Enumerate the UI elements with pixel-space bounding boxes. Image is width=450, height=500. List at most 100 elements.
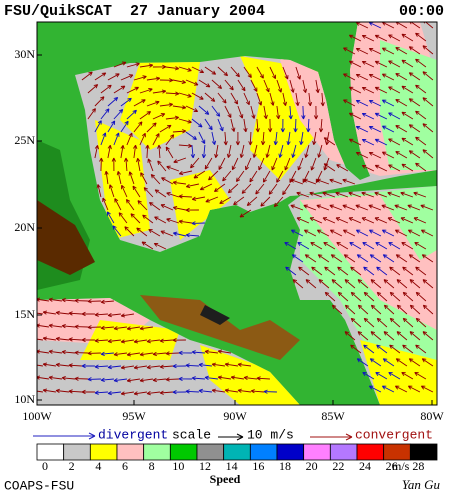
wind-arrow <box>368 229 382 237</box>
wind-arrow <box>290 178 304 185</box>
wind-arrow <box>374 86 388 94</box>
wind-arrow <box>120 365 134 370</box>
wind-arrow <box>420 385 434 393</box>
colorbar-label: 10 <box>172 459 184 473</box>
speed-field <box>200 345 300 405</box>
wind-arrow <box>224 105 232 118</box>
wind-arrow <box>107 96 119 107</box>
wind-arrow <box>369 358 382 367</box>
wind-arrow <box>74 324 88 329</box>
speed-field <box>170 170 230 240</box>
wind-arrow <box>120 339 134 344</box>
wind-arrow <box>375 371 388 380</box>
wind-arrow <box>198 388 212 394</box>
wind-arrow <box>61 297 75 303</box>
wind-arrow <box>255 118 260 133</box>
wind-arrow <box>422 279 434 289</box>
wind-arrow <box>100 84 112 94</box>
wind-arrow <box>211 105 221 117</box>
wind-arrow <box>193 170 206 179</box>
wind-arrow <box>120 144 125 159</box>
wind-arrow <box>381 125 395 133</box>
lon-label: 85W <box>321 409 345 423</box>
wind-arrow <box>381 73 395 81</box>
wind-arrow <box>415 162 427 172</box>
colorbar-swatch <box>36 443 65 461</box>
wind-arrow <box>363 317 375 328</box>
wind-arrow <box>350 344 362 354</box>
wind-arrow <box>191 350 205 355</box>
wind-arrow <box>329 204 343 211</box>
map-area <box>37 22 437 405</box>
wind-arrow <box>409 279 421 289</box>
wind-arrow <box>48 349 62 354</box>
wind-arrow <box>355 47 369 55</box>
wind-arrow <box>370 279 382 289</box>
colorbar-label: 8 <box>149 459 155 473</box>
wind-arrow <box>218 157 226 170</box>
wind-arrow <box>317 144 323 158</box>
lat-label: 15N <box>14 307 35 321</box>
colorbar-swatch <box>89 443 118 461</box>
wind-arrow <box>423 22 434 29</box>
wind-arrow <box>74 350 88 355</box>
wind-arrow <box>107 313 121 318</box>
wind-arrow <box>329 229 343 237</box>
wind-arrow <box>299 131 304 146</box>
wind-arrow <box>381 151 395 159</box>
wind-arrow <box>368 73 382 81</box>
wind-arrow <box>130 213 141 224</box>
wind-arrow <box>140 172 148 185</box>
wind-arrow <box>420 204 434 211</box>
wind-arrow <box>355 125 369 133</box>
wind-arrow <box>146 122 157 133</box>
wind-arrow <box>302 79 308 93</box>
wind-arrow <box>198 79 211 88</box>
colorbar-label: 26 <box>386 459 398 473</box>
wind-arrow <box>141 241 154 250</box>
colorbar-title: Speed <box>210 472 241 486</box>
wind-arrow <box>37 364 43 367</box>
wind-arrow <box>100 132 107 146</box>
wind-arrow <box>408 358 421 367</box>
wind-arrow <box>388 241 401 250</box>
wind-arrow <box>401 111 414 120</box>
wind-arrow <box>348 34 362 42</box>
wind-arrow <box>363 344 375 354</box>
wind-arrow <box>408 254 421 263</box>
wind-arrow <box>323 241 336 250</box>
wind-arrow <box>278 144 284 158</box>
wind-arrow <box>402 344 414 354</box>
wind-arrow <box>415 136 427 146</box>
legend-scale-arrowhead <box>236 433 244 441</box>
wind-arrow <box>157 160 167 172</box>
wind-arrow <box>291 144 297 158</box>
lon-label: 100W <box>22 409 52 423</box>
wind-arrow <box>172 389 186 395</box>
wind-arrow <box>149 201 161 211</box>
wind-arrow <box>94 145 100 159</box>
wind-arrow <box>395 125 408 133</box>
wind-arrow <box>381 229 395 237</box>
credit: COAPS-FSU <box>4 478 74 493</box>
wind-arrow <box>152 113 166 120</box>
colorbar-swatch <box>116 443 145 461</box>
wind-arrow <box>343 99 356 107</box>
wind-arrow <box>301 105 306 120</box>
wind-arrow <box>142 214 154 224</box>
wind-arrow <box>139 378 153 383</box>
wind-arrow <box>408 46 421 55</box>
wind-arrow <box>415 32 427 42</box>
wind-arrow <box>211 131 217 145</box>
wind-arrow <box>239 144 245 158</box>
wind-arrow <box>415 84 427 94</box>
wind-arrow <box>409 304 421 315</box>
wind-arrow <box>211 362 225 367</box>
wind-arrow <box>374 112 388 120</box>
wind-arrow <box>376 317 388 328</box>
wind-arrow <box>152 89 167 94</box>
wind-arrow <box>413 217 427 224</box>
wind-arrow <box>165 351 179 356</box>
wind-arrow <box>260 131 266 146</box>
